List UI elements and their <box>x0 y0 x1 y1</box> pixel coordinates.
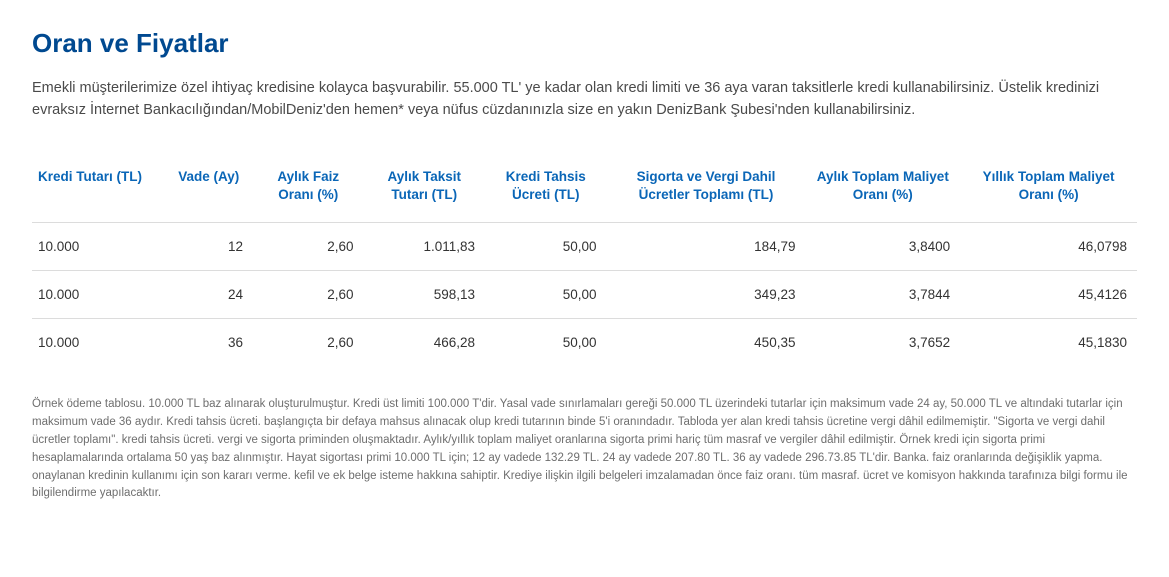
cell-amount: 10.000 <box>32 271 165 319</box>
cell-rate: 2,60 <box>253 271 364 319</box>
col-header-monthly-cost: Aylık Toplam Maliyet Oranı (%) <box>805 160 960 223</box>
rates-table: Kredi Tutarı (TL) Vade (Ay) Aylık Faiz O… <box>32 160 1137 366</box>
col-header-annual-cost: Yıllık Toplam Maliyet Oranı (%) <box>960 160 1137 223</box>
cell-annual-cost: 45,4126 <box>960 271 1137 319</box>
col-header-rate: Aylık Faiz Oranı (%) <box>253 160 364 223</box>
cell-alloc-fee: 50,00 <box>485 319 607 367</box>
cell-term: 24 <box>165 271 253 319</box>
col-header-amount: Kredi Tutarı (TL) <box>32 160 165 223</box>
cell-total-fees: 184,79 <box>607 223 806 271</box>
table-header-row: Kredi Tutarı (TL) Vade (Ay) Aylık Faiz O… <box>32 160 1137 223</box>
footnote: Örnek ödeme tablosu. 10.000 TL baz alına… <box>32 396 1132 503</box>
page-title: Oran ve Fiyatlar <box>32 28 1137 59</box>
col-header-installment: Aylık Taksit Tutarı (TL) <box>363 160 485 223</box>
table-row: 10.000 12 2,60 1.011,83 50,00 184,79 3,8… <box>32 223 1137 271</box>
table-row: 10.000 24 2,60 598,13 50,00 349,23 3,784… <box>32 271 1137 319</box>
cell-annual-cost: 45,1830 <box>960 319 1137 367</box>
table-row: 10.000 36 2,60 466,28 50,00 450,35 3,765… <box>32 319 1137 367</box>
cell-installment: 466,28 <box>363 319 485 367</box>
col-header-term: Vade (Ay) <box>165 160 253 223</box>
cell-rate: 2,60 <box>253 319 364 367</box>
cell-monthly-cost: 3,7652 <box>805 319 960 367</box>
cell-monthly-cost: 3,7844 <box>805 271 960 319</box>
cell-term: 12 <box>165 223 253 271</box>
cell-term: 36 <box>165 319 253 367</box>
intro-paragraph: Emekli müşterilerimize özel ihtiyaç kred… <box>32 77 1112 122</box>
cell-amount: 10.000 <box>32 319 165 367</box>
cell-amount: 10.000 <box>32 223 165 271</box>
cell-alloc-fee: 50,00 <box>485 223 607 271</box>
cell-alloc-fee: 50,00 <box>485 271 607 319</box>
cell-total-fees: 349,23 <box>607 271 806 319</box>
cell-installment: 598,13 <box>363 271 485 319</box>
col-header-alloc-fee: Kredi Tahsis Ücreti (TL) <box>485 160 607 223</box>
cell-installment: 1.011,83 <box>363 223 485 271</box>
cell-monthly-cost: 3,8400 <box>805 223 960 271</box>
cell-annual-cost: 46,0798 <box>960 223 1137 271</box>
cell-rate: 2,60 <box>253 223 364 271</box>
cell-total-fees: 450,35 <box>607 319 806 367</box>
col-header-total-fees: Sigorta ve Vergi Dahil Ücretler Toplamı … <box>607 160 806 223</box>
